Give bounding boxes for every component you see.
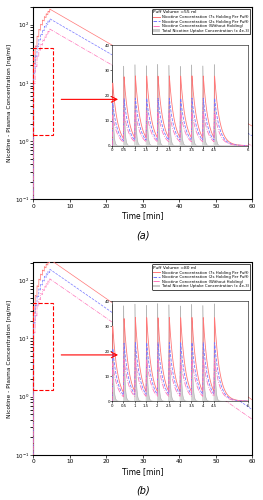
Bar [33, 48, 53, 134]
X-axis label: Time [min]: Time [min] [122, 467, 164, 476]
Legend: Nicotine Concentration (7s Holding Per Puff), Nicotine Concentration (2s Holding: Nicotine Concentration (7s Holding Per P… [152, 264, 250, 290]
X-axis label: Time [min]: Time [min] [122, 212, 164, 220]
Y-axis label: Nicotine - Plasma Concentration [ng/ml]: Nicotine - Plasma Concentration [ng/ml] [7, 300, 12, 418]
Text: (b): (b) [136, 486, 150, 496]
Bar [33, 304, 53, 390]
Legend: Nicotine Concentration (7s Holding Per Puff), Nicotine Concentration (2s Holding: Nicotine Concentration (7s Holding Per P… [152, 9, 250, 34]
Y-axis label: Nicotine - Plasma Concentration [ng/ml]: Nicotine - Plasma Concentration [ng/ml] [7, 44, 12, 162]
Text: (a): (a) [136, 230, 150, 240]
